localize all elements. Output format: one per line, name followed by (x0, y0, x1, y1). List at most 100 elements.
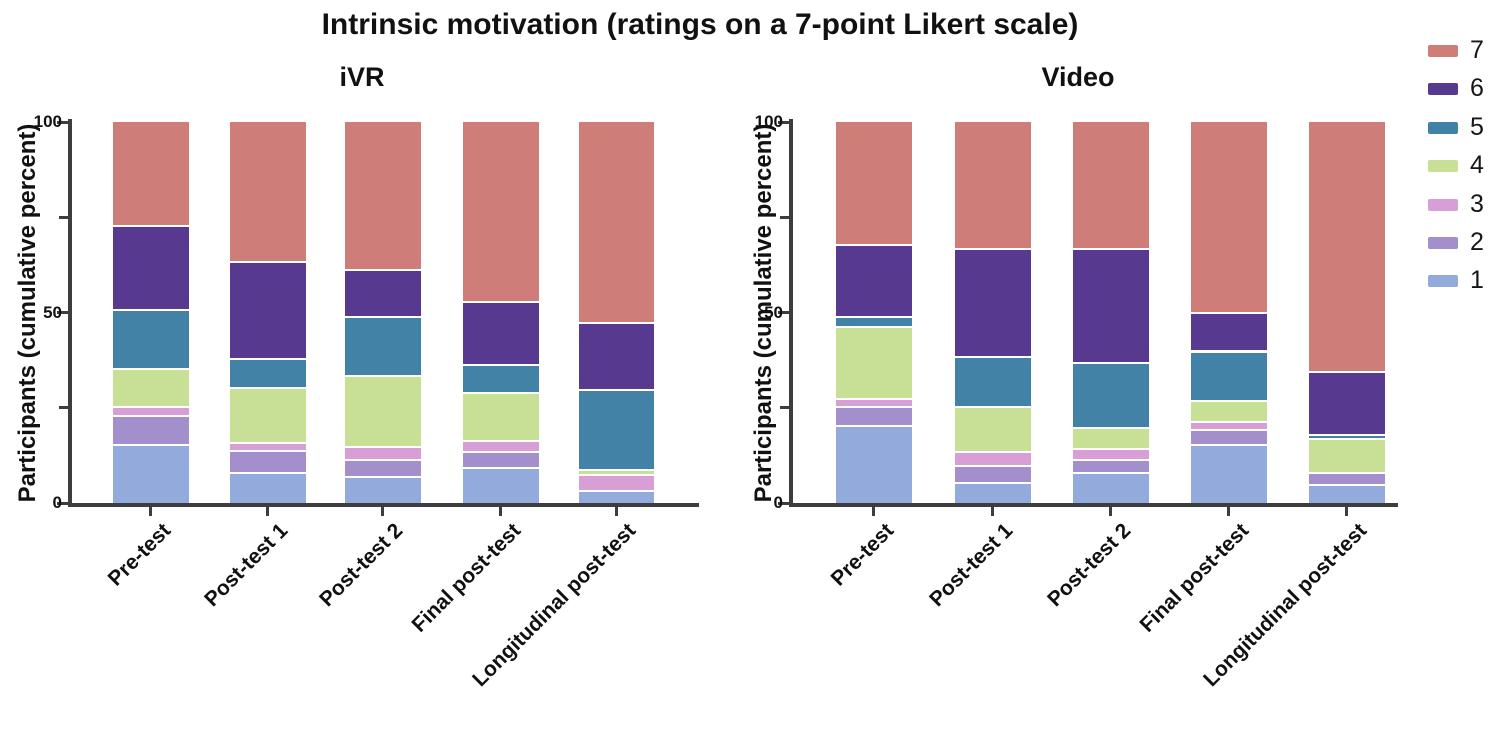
bar-segment-video-rating-4 (955, 407, 1031, 454)
x-tick-ivr (149, 507, 153, 516)
bar-segment-video-rating-2 (1309, 474, 1385, 486)
bar-segment-video-rating-1 (1191, 445, 1267, 503)
bar-segment-video-rating-7 (1191, 122, 1267, 315)
bar-segment-ivr-rating-1 (345, 478, 421, 503)
bar-segment-ivr-rating-7 (113, 122, 189, 227)
bar-segment-video-rating-1 (1073, 474, 1149, 503)
x-tick-ivr (614, 507, 618, 516)
y-tick-label-video: 0 (773, 493, 783, 512)
bar-segment-ivr-rating-5 (113, 310, 189, 370)
bar-segment-video-rating-3 (955, 453, 1031, 467)
bar-segment-video-rating-4 (1191, 402, 1267, 423)
bar-segment-video-rating-5 (1309, 436, 1385, 441)
bar-segment-ivr-rating-4 (230, 388, 306, 444)
bar-segment-video-rating-4 (836, 327, 912, 401)
y-tick-ivr (57, 311, 68, 314)
bar-segment-video-rating-3 (1191, 422, 1267, 431)
bar-segment-video-rating-1 (1309, 485, 1385, 503)
x-category-label-video: Post-test 2 (1042, 519, 1136, 612)
x-category-label-ivr: Post-test 2 (314, 519, 408, 612)
y-tick-ivr (57, 501, 68, 505)
legend-swatch-rating-6 (1428, 83, 1458, 96)
bar-segment-video-rating-2 (955, 466, 1031, 484)
bar-segment-ivr-rating-1 (113, 445, 189, 503)
legend-label-rating-6: 6 (1470, 74, 1484, 103)
bar-segment-video-rating-3 (1073, 449, 1149, 462)
bar-segment-video-rating-7 (1073, 122, 1149, 250)
x-category-label-video: Longitudinal post-test (1198, 519, 1372, 692)
legend-label-rating-5: 5 (1470, 112, 1484, 141)
y-minor-tick-ivr (59, 406, 68, 410)
legend-label-rating-1: 1 (1470, 266, 1484, 295)
y-axis-line-video (789, 119, 793, 507)
bar-segment-video-rating-2 (836, 407, 912, 427)
bar-segment-video-rating-5 (836, 318, 912, 328)
legend-swatch-rating-3 (1428, 198, 1458, 211)
x-tick-video (991, 507, 995, 516)
bar-segment-ivr-rating-5 (345, 318, 421, 378)
y-tick-label-video: 100 (754, 112, 783, 131)
x-category-label-ivr: Post-test 1 (199, 519, 293, 612)
bar-segment-ivr-rating-7 (578, 122, 654, 324)
bar-segment-video-rating-6 (1073, 249, 1149, 364)
panel-title-ivr: iVR (339, 62, 385, 92)
bar-segment-video-rating-6 (836, 245, 912, 319)
bar-segment-ivr-rating-6 (578, 323, 654, 391)
bar-segment-video-rating-5 (955, 358, 1031, 408)
bar-segment-ivr-rating-1 (230, 474, 306, 503)
panel-title-video: Video (1041, 62, 1115, 92)
x-tick-ivr (499, 507, 503, 516)
y-tick-label-ivr: 0 (52, 493, 62, 512)
bar-segment-ivr-rating-2 (345, 461, 421, 479)
x-tick-video (1345, 507, 1349, 516)
bar-segment-video-rating-7 (836, 122, 912, 246)
bar-segment-video-rating-6 (1309, 373, 1385, 437)
bar-segment-video-rating-6 (1191, 314, 1267, 353)
x-tick-ivr (266, 507, 270, 516)
bar-segment-ivr-rating-6 (113, 226, 189, 311)
bar-segment-video-rating-1 (836, 426, 912, 503)
x-tick-video (1227, 507, 1231, 516)
bar-segment-ivr-rating-4 (113, 369, 189, 408)
figure-title: Intrinsic motivation (ratings on a 7-poi… (321, 8, 1079, 41)
y-tick-label-ivr: 100 (33, 112, 62, 131)
bar-segment-ivr-rating-3 (345, 447, 421, 462)
y-axis-line-ivr (68, 119, 72, 507)
x-tick-video (872, 507, 876, 516)
bar-segment-ivr-rating-4 (578, 470, 654, 477)
bar-segment-ivr-rating-2 (463, 453, 539, 469)
bar-segment-ivr-rating-6 (345, 270, 421, 319)
bar-segment-ivr-rating-6 (230, 262, 306, 361)
legend-label-rating-7: 7 (1470, 36, 1484, 64)
bar-segment-video-rating-6 (955, 249, 1031, 359)
y-minor-tick-ivr (59, 215, 68, 219)
bar-segment-ivr-rating-6 (463, 302, 539, 366)
bar-segment-ivr-rating-5 (230, 360, 306, 389)
bar-segment-ivr-rating-7 (345, 122, 421, 271)
bar-segment-ivr-rating-2 (230, 451, 306, 475)
y-tick-video (778, 311, 789, 314)
bar-segment-ivr-rating-3 (230, 443, 306, 452)
bar-segment-video-rating-1 (955, 483, 1031, 503)
bar-segment-ivr-rating-3 (113, 407, 189, 418)
bar-segment-ivr-rating-3 (463, 442, 539, 454)
y-tick-video (778, 501, 789, 505)
legend-label-rating-3: 3 (1470, 189, 1484, 218)
bar-segment-video-rating-7 (1309, 122, 1385, 374)
y-tick-label-ivr: 50 (43, 302, 62, 322)
legend-swatch-rating-2 (1428, 237, 1458, 249)
bar-segment-video-rating-4 (1073, 428, 1149, 450)
x-tick-ivr (381, 507, 385, 516)
legend-swatch-rating-5 (1428, 121, 1458, 134)
x-category-label-ivr: Longitudinal post-test (468, 519, 641, 692)
x-axis-line-ivr (68, 503, 699, 507)
x-category-label-ivr: Pre-test (103, 519, 176, 591)
y-tick-video (778, 120, 789, 124)
bar-segment-ivr-rating-7 (230, 122, 306, 263)
bar-segment-video-rating-2 (1191, 430, 1267, 446)
legend-label-rating-2: 2 (1470, 228, 1484, 256)
bar-segment-video-rating-4 (1309, 440, 1385, 475)
legend-swatch-rating-1 (1428, 275, 1458, 288)
x-category-label-video: Pre-test (826, 519, 899, 591)
